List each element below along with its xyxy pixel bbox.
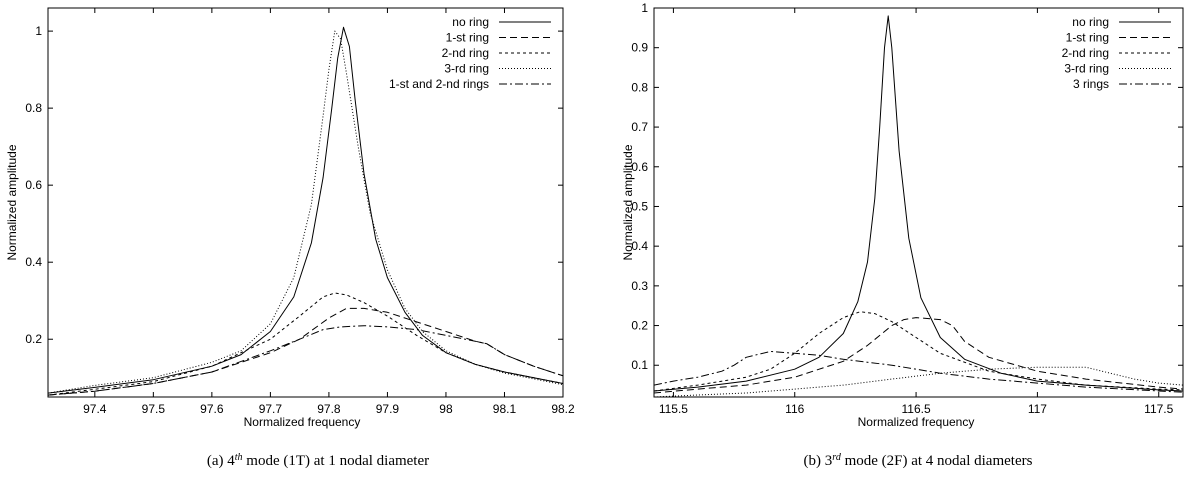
y-tick-label: 0.9 — [631, 41, 648, 55]
legend-entry-label: 1-st ring — [1066, 31, 1109, 45]
x-tick-label: 115.5 — [659, 402, 688, 416]
x-tick-label: 97.5 — [142, 402, 166, 416]
y-tick-label: 0.3 — [631, 279, 648, 293]
series-line-2 — [654, 317, 1183, 394]
figure-caption: (b) 3rd mode (2F) at 4 nodal diameters — [804, 452, 1033, 470]
y-tick-label: 0.2 — [25, 332, 42, 346]
legend-entry-label: 3-rd ring — [444, 62, 489, 76]
y-tick-label: 0.6 — [25, 178, 42, 192]
figure-caption: (a) 4th mode (1T) at 1 nodal diameter — [207, 452, 429, 470]
series-line-4 — [654, 366, 1183, 397]
y-tick-label: 0.2 — [631, 319, 648, 333]
x-tick-label: 98.1 — [493, 402, 517, 416]
legend-entry-label: no ring — [452, 15, 489, 29]
legend-entry-label: 2-nd ring — [1062, 46, 1109, 60]
x-tick-label: 97.7 — [259, 402, 283, 416]
series-line-1 — [48, 26, 563, 394]
series-line-5 — [48, 325, 563, 396]
x-tick-label: 117 — [1028, 402, 1047, 416]
series-line-5 — [654, 350, 1183, 393]
series-line-3 — [654, 311, 1183, 392]
y-axis-label: Normalized amplitude — [621, 144, 635, 260]
y-tick-label: 0.8 — [631, 80, 648, 94]
x-axis-label: Normalized frequency — [858, 415, 975, 429]
y-tick-label: 1 — [641, 1, 648, 15]
x-axis-label: Normalized frequency — [244, 415, 361, 429]
legend-entry-label: no ring — [1072, 15, 1109, 29]
x-tick-label: 98 — [439, 402, 453, 416]
y-tick-label: 0.4 — [25, 255, 42, 269]
y-tick-label: 0.8 — [25, 101, 42, 115]
legend-entry-label: 3-rd ring — [1064, 62, 1109, 76]
x-tick-label: 116.5 — [902, 402, 931, 416]
x-tick-label: 116 — [785, 402, 804, 416]
legend-entry-label: 1-st and 2-nd rings — [389, 77, 489, 91]
x-tick-label: 97.8 — [317, 402, 341, 416]
x-tick-label: 97.6 — [200, 402, 224, 416]
plot-frame — [47, 7, 564, 398]
y-tick-label: 0.5 — [631, 199, 648, 213]
chart-panel-2: 115.5 116 116.5 117 117.5 0.1 0.2 0.3 0.4 0.5 0.6 0… — [621, 1, 1184, 470]
plot-frame — [653, 7, 1184, 398]
y-axis-label: Normalized amplitude — [5, 144, 19, 260]
series-line-1 — [654, 15, 1183, 392]
legend-entry-label: 3 rings — [1073, 77, 1109, 91]
x-tick-label: 98.2 — [551, 402, 575, 416]
x-tick-label: 117.5 — [1144, 402, 1173, 416]
x-tick-label: 97.4 — [83, 402, 107, 416]
y-tick-label: 0.4 — [631, 239, 648, 253]
y-tick-label: 0.1 — [631, 358, 648, 372]
y-tick-label: 1 — [35, 24, 42, 38]
x-tick-label: 97.9 — [376, 402, 400, 416]
legend-entry-label: 2-nd ring — [442, 46, 489, 60]
legend-entry-label: 1-st ring — [446, 31, 489, 45]
chart-panel-1: 97.4 97.5 97.6 97.7 97.8 97.9 98 98.1 98.2 0.2 0.4… — [5, 7, 575, 470]
series-line-2 — [48, 307, 563, 396]
y-tick-label: 0.7 — [631, 120, 648, 134]
y-tick-label: 0.6 — [631, 160, 648, 174]
